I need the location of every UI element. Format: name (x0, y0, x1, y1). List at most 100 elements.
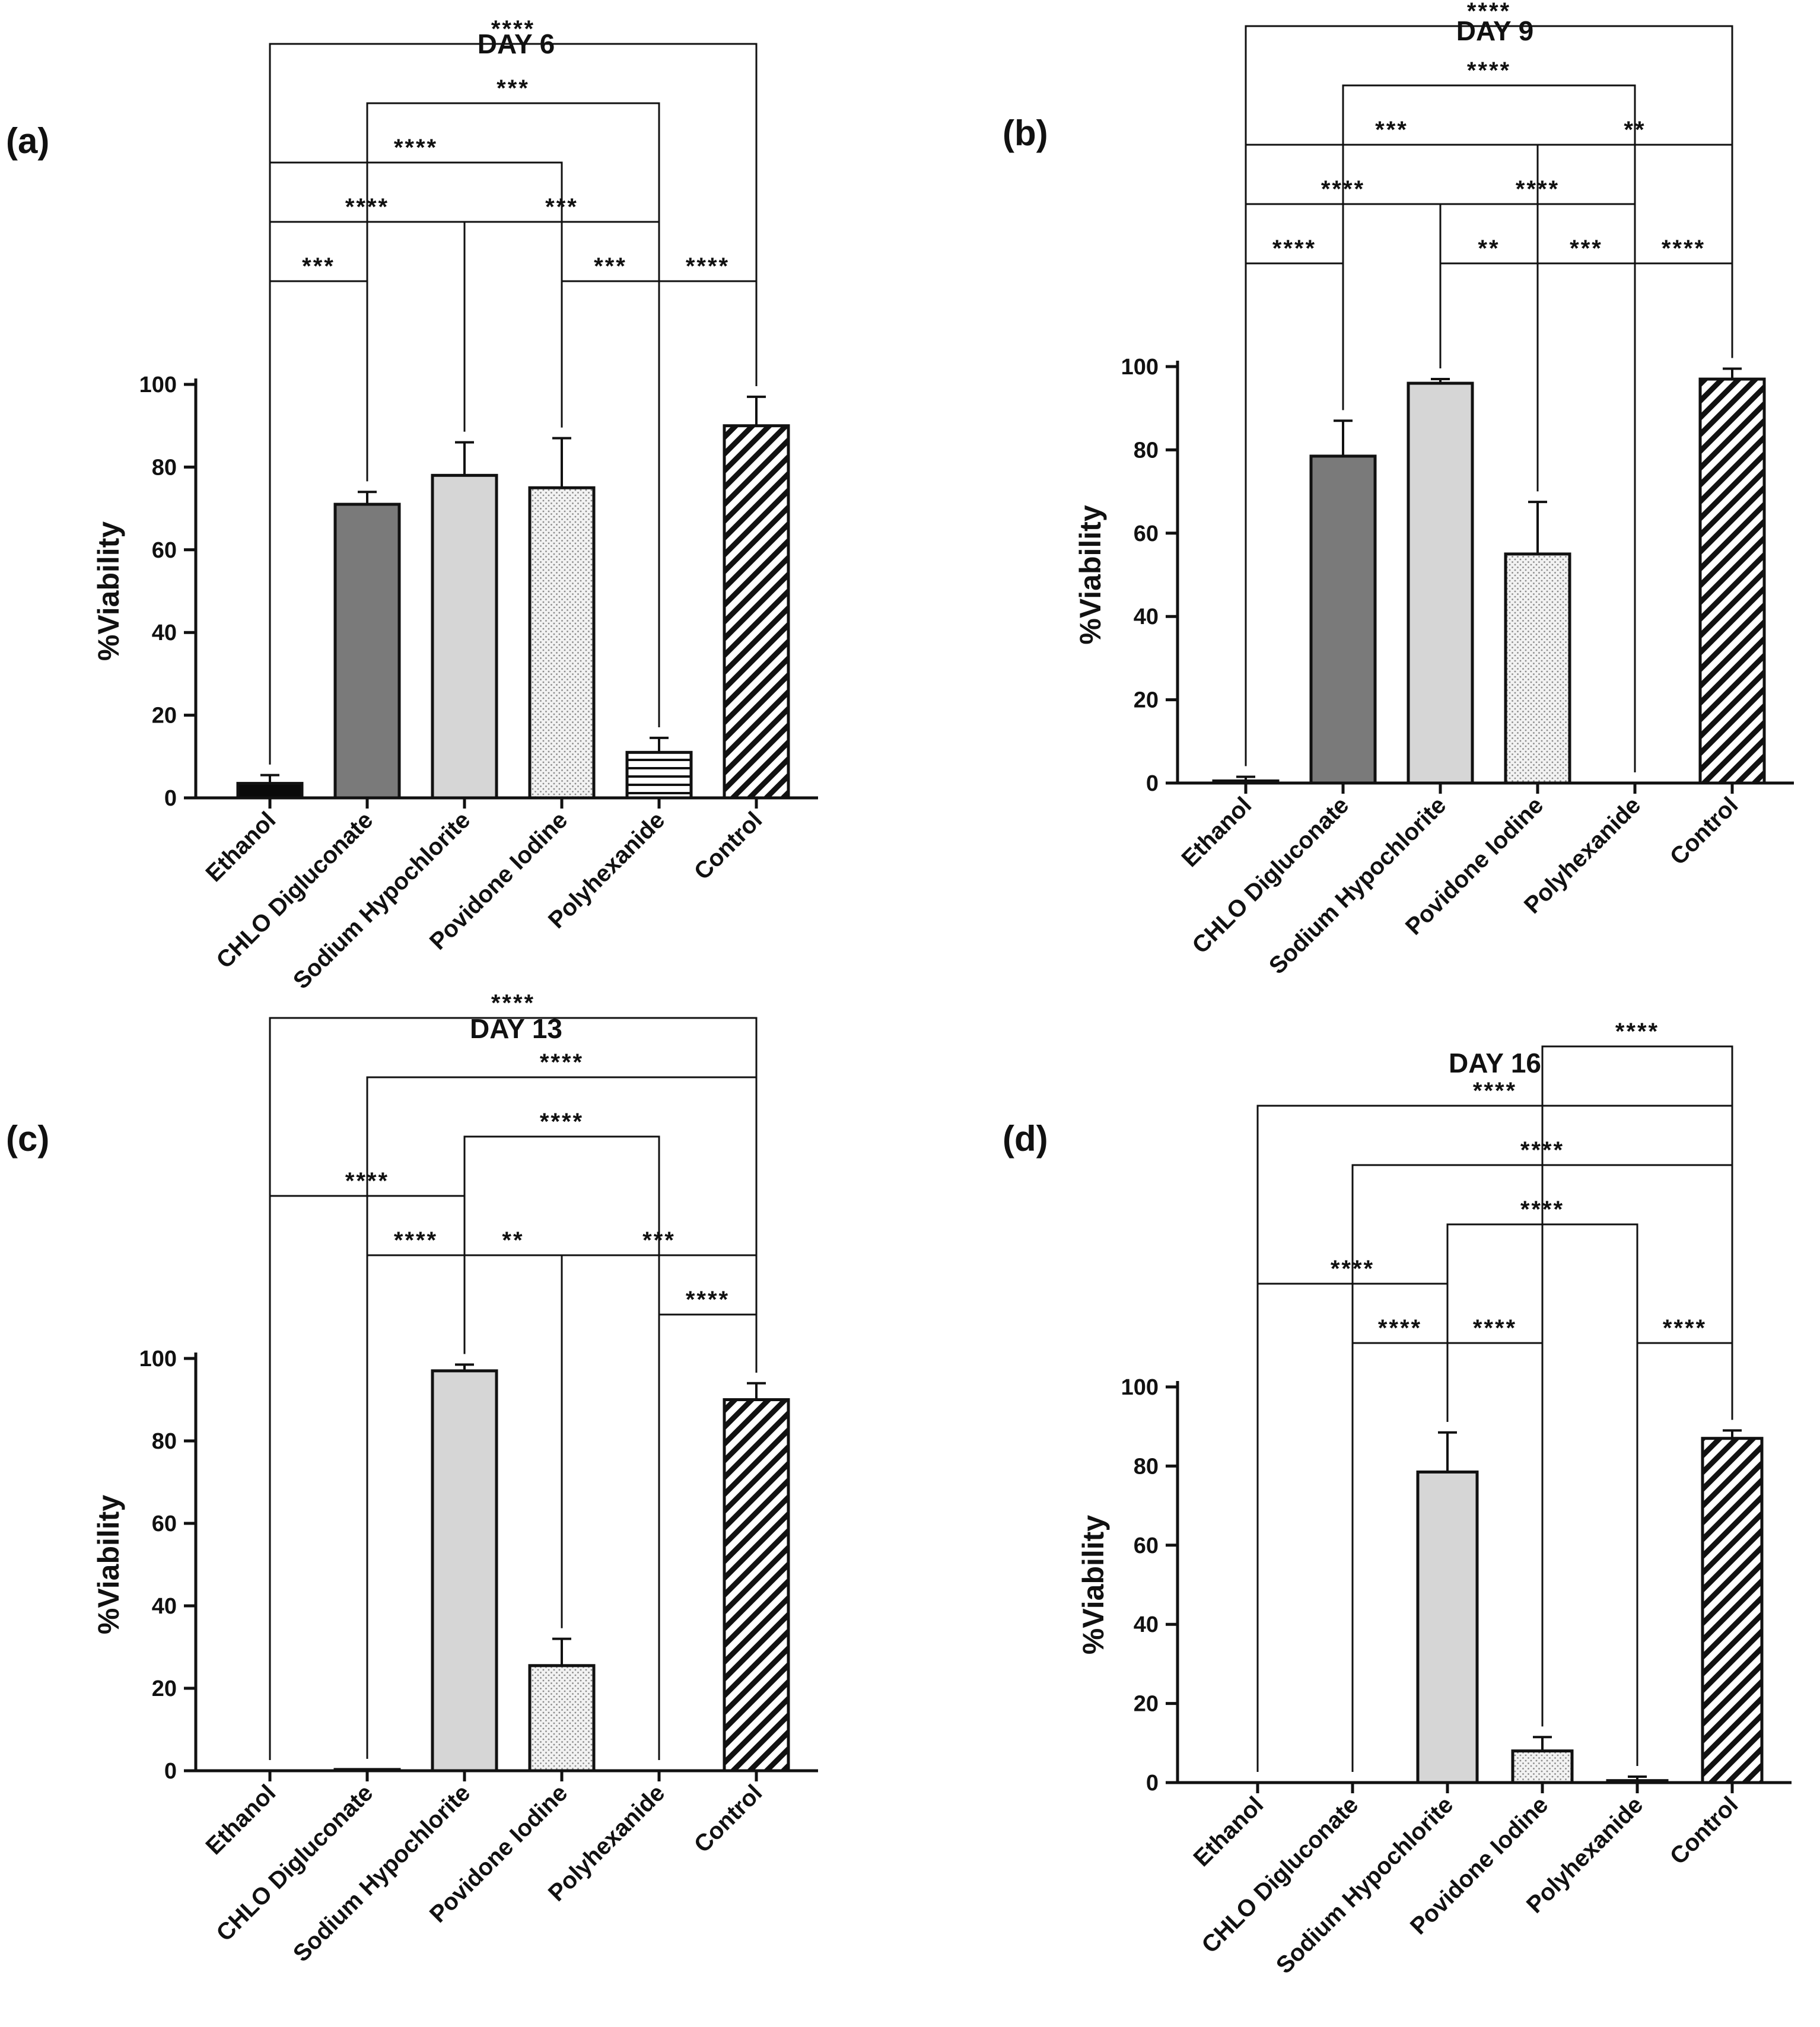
panel-label: (b) (1003, 113, 1048, 153)
x-tick-label: CHLO Digluconate (1187, 792, 1354, 959)
chart-panel: (b) DAY 9 %Viability 0 20 40 60 80 100 EthanolCHL… (1003, 0, 1794, 979)
significance-label: **** (540, 1049, 584, 1075)
significance-label: *** (497, 75, 530, 101)
significance-label: **** (491, 990, 535, 1016)
significance-bracket (658, 1313, 758, 1760)
bar (1407, 381, 1474, 785)
significance-label: *** (545, 194, 578, 220)
y-axis-label: %Viability (92, 521, 125, 661)
bar (625, 750, 693, 800)
y-tick-label: 80 (1134, 1454, 1159, 1479)
y-tick-label: 100 (139, 1347, 177, 1372)
x-tick-label: Sodium Hypochlorite (288, 1780, 476, 1967)
bar (723, 1398, 790, 1773)
bar (1606, 1779, 1669, 1784)
significance-bracket (1446, 1342, 1544, 1727)
y-axis-label: %Viability (1077, 1515, 1110, 1654)
significance-label: ** (1478, 236, 1500, 262)
y-tick-label: 80 (152, 1429, 177, 1454)
y-tick-label: 0 (164, 786, 177, 811)
y-tick-label: 40 (1134, 604, 1159, 629)
significance-label: **** (686, 1287, 730, 1313)
x-tick-label: CHLO Digluconate (211, 807, 378, 973)
y-tick-label: 40 (1134, 1612, 1159, 1637)
chart-panel: (a)DAY 6%Viability020406080100EthanolCHL… (6, 16, 818, 994)
significance-bracket (269, 280, 368, 765)
significance-label: **** (1467, 0, 1511, 24)
x-tick-label: Ethanol (1189, 1791, 1269, 1872)
y-tick-label: 80 (152, 455, 177, 480)
significance-bracket (1245, 262, 1344, 766)
y-tick-label: 20 (1134, 688, 1159, 713)
bar (238, 1770, 302, 1771)
x-tick-label: Control (689, 1780, 768, 1858)
significance-label: *** (1570, 236, 1603, 262)
chart-title: DAY 16 (1449, 1048, 1541, 1078)
significance-label: **** (1615, 1019, 1659, 1045)
significance-label: **** (686, 253, 730, 279)
x-tick-label: Ethanol (1177, 792, 1257, 872)
significance-label: **** (1272, 236, 1316, 262)
bar (1504, 552, 1571, 785)
significance-label: **** (1473, 1315, 1517, 1341)
x-tick-label: Sodium Hypochlorite (1271, 1791, 1459, 1979)
bar (627, 1770, 691, 1771)
x-tick-label: CHLO Digluconate (1197, 1791, 1363, 1958)
x-tick-label: Sodium Hypochlorite (1264, 792, 1452, 979)
bar (1416, 1470, 1479, 1784)
significance-label: **** (394, 135, 438, 161)
significance-bracket (1256, 1105, 1733, 1772)
bar (723, 424, 790, 800)
bar (1309, 454, 1377, 785)
chart-panel: (c)DAY 13%Viability020406080100EthanolCH… (6, 990, 818, 1967)
significance-label: **** (540, 1109, 584, 1135)
panel-label: (d) (1003, 1119, 1048, 1159)
significance-bracket (1342, 84, 1636, 772)
significance-label: **** (1321, 176, 1365, 202)
bar (1323, 1781, 1382, 1783)
bar (1511, 1749, 1574, 1784)
panel-label: (a) (6, 121, 49, 161)
y-axis-label: %Viability (92, 1495, 125, 1634)
significance-label: **** (394, 1227, 438, 1253)
significance-label: **** (1473, 1078, 1517, 1104)
y-tick-label: 60 (152, 1512, 177, 1536)
significance-bracket (269, 1017, 758, 1760)
x-tick-label: Sodium Hypochlorite (288, 807, 476, 994)
significance-label: ** (1624, 117, 1646, 143)
bar (528, 486, 596, 800)
chart-title: DAY 9 (1456, 15, 1533, 46)
x-tick-label: Ethanol (201, 807, 281, 887)
significance-label: *** (594, 253, 627, 279)
significance-label: **** (1516, 176, 1560, 202)
bar (528, 1664, 596, 1773)
chart-panel: (d) DAY 16 %Viability 0 20 40 60 80 100 EthanolCH… (1003, 1019, 1792, 1979)
y-tick-label: 40 (152, 1594, 177, 1619)
y-tick-label: 100 (1121, 355, 1159, 380)
bar (333, 1768, 401, 1773)
significance-label: **** (1520, 1197, 1564, 1223)
y-tick-label: 0 (164, 1759, 177, 1784)
significance-label: **** (1662, 236, 1706, 262)
significance-label: **** (1331, 1256, 1374, 1282)
bar (1701, 1437, 1764, 1784)
y-tick-label: 60 (152, 538, 177, 563)
bar (236, 782, 304, 800)
x-tick-label: Control (1665, 1791, 1743, 1870)
x-tick-label: CHLO Digluconate (211, 1780, 378, 1946)
bar (431, 1369, 498, 1773)
y-tick-label: 20 (1134, 1692, 1159, 1717)
bar (1228, 1781, 1287, 1783)
y-tick-label: 80 (1134, 438, 1159, 463)
y-tick-label: 60 (1134, 521, 1159, 546)
y-tick-label: 0 (1146, 1771, 1159, 1796)
significance-label: **** (491, 16, 535, 42)
x-tick-label: Control (689, 807, 768, 885)
significance-label: **** (1378, 1315, 1422, 1341)
significance-label: ** (502, 1227, 524, 1253)
significance-label: *** (1375, 117, 1408, 143)
y-tick-label: 20 (152, 1676, 177, 1701)
bar (1212, 779, 1280, 785)
significance-label: **** (345, 1168, 389, 1194)
